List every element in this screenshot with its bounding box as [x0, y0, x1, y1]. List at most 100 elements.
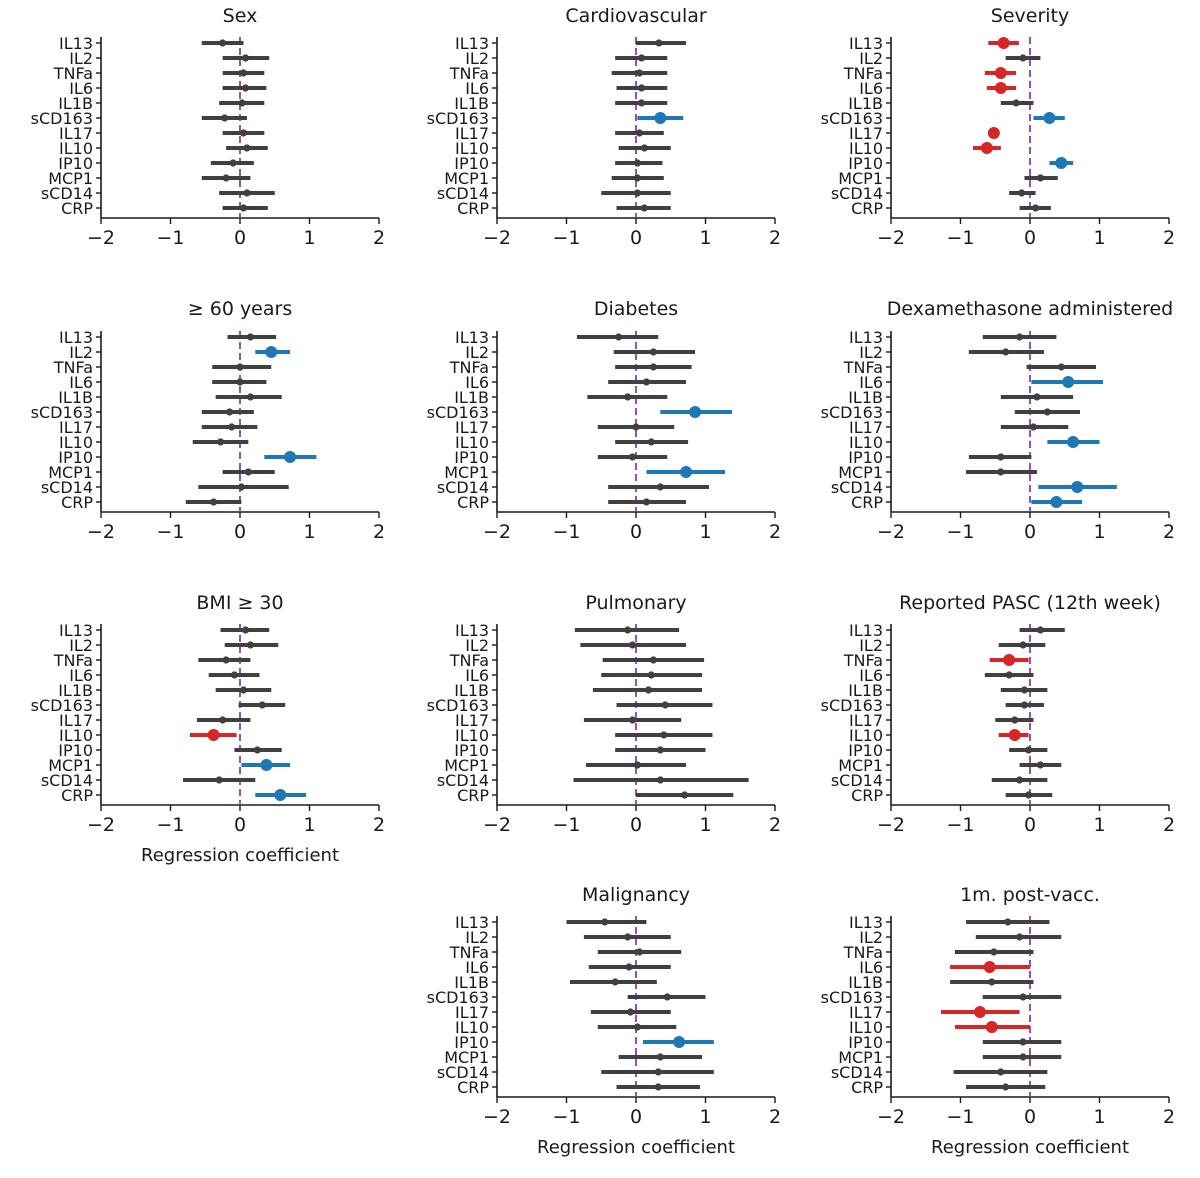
point-estimate-il10 [647, 438, 655, 446]
point-estimate-il1b [1033, 393, 1041, 401]
y-tick-label: IL1B [454, 681, 489, 700]
point-estimate-il2 [241, 54, 250, 62]
y-tick-label: IL2 [859, 343, 883, 362]
point-estimate-il17 [632, 423, 640, 431]
x-tick-label: 2 [373, 814, 385, 836]
y-tick-label: IP10 [848, 741, 883, 760]
point-estimate-ip10 [673, 1036, 686, 1048]
y-tick-label: MCP1 [838, 756, 883, 775]
x-tick-label: −2 [483, 227, 511, 249]
y-tick-label: IL10 [849, 139, 883, 158]
x-tick-label: 0 [1024, 814, 1036, 836]
y-tick-label: IP10 [454, 1033, 489, 1052]
point-estimate-ip10 [1019, 1038, 1027, 1046]
point-estimate-crp [209, 498, 218, 506]
point-estimate-mcp1 [1036, 174, 1045, 182]
x-tick-label: 0 [630, 814, 642, 836]
x-tick-label: 0 [630, 1106, 642, 1128]
point-estimate-il17 [239, 129, 248, 137]
point-estimate-il17 [987, 127, 1000, 139]
x-tick-label: 0 [1024, 227, 1036, 249]
x-tick-label: 0 [630, 227, 642, 249]
y-tick-label: MCP1 [444, 169, 489, 188]
panel-title: ≥ 60 years [188, 298, 292, 320]
y-tick-label: IL2 [69, 343, 93, 362]
point-estimate-scd163 [1019, 993, 1027, 1001]
point-estimate-ip10 [1055, 157, 1068, 169]
panel-title: Reported PASC (12th week) [899, 592, 1161, 614]
y-tick-label: IL13 [455, 34, 489, 53]
x-tick-label: −2 [877, 521, 905, 543]
y-tick-label: CRP [851, 786, 883, 805]
panel-7: BMI ≥ 30 −2 −1 0 1 2 Regression coefficient IL1… [31, 592, 385, 866]
panel-title: 1m. post-vacc. [960, 884, 1100, 906]
y-tick-label: CRP [61, 493, 93, 512]
panel-title: Severity [991, 5, 1069, 27]
y-tick-label: CRP [457, 199, 489, 218]
y-tick-label: CRP [851, 199, 883, 218]
panel-9: Reported PASC (12th week) −2 −1 0 1 2 IL13IL2T… [821, 592, 1175, 836]
x-tick-label: −1 [552, 227, 580, 249]
y-tick-label: IL10 [455, 433, 489, 452]
y-tick-label: TNFa [843, 651, 883, 670]
point-estimate-tnfa [222, 656, 230, 664]
point-estimate-mcp1 [244, 468, 252, 476]
x-tick-label: 1 [699, 521, 711, 543]
point-estimate-tnfa [635, 69, 644, 77]
point-estimate-scd14 [656, 483, 664, 491]
point-estimate-il17 [626, 1008, 635, 1016]
x-tick-label: −2 [877, 1106, 905, 1128]
x-tick-label: 2 [1163, 1106, 1175, 1128]
point-estimate-scd14 [237, 483, 245, 491]
panel-title: Malignancy [582, 884, 690, 906]
y-tick-label: IL13 [849, 913, 883, 932]
point-estimate-tnfa [649, 363, 657, 371]
point-estimate-il1b [238, 99, 246, 107]
y-tick-label: sCD163 [427, 988, 489, 1007]
point-estimate-ip10 [997, 453, 1005, 461]
point-estimate-il2 [246, 641, 255, 649]
y-tick-label: TNFa [53, 358, 93, 377]
point-estimate-il13 [624, 626, 632, 634]
point-estimate-scd163 [661, 701, 669, 709]
point-estimate-scd14 [633, 189, 641, 197]
y-tick-label: sCD14 [831, 184, 883, 203]
y-tick-label: IL13 [849, 34, 883, 53]
y-tick-label: TNFa [53, 651, 93, 670]
point-estimate-crp [1050, 496, 1063, 508]
y-tick-label: MCP1 [838, 463, 883, 482]
point-estimate-il2 [1019, 641, 1027, 649]
point-estimate-il6 [1005, 671, 1013, 679]
panel-3: Severity−2 −1 0 1 2IL13IL2TNFaIL6IL1BsCD163I… [821, 5, 1175, 249]
point-estimate-il2 [265, 346, 278, 358]
point-estimate-mcp1 [260, 759, 273, 771]
point-estimate-il10 [216, 438, 225, 446]
x-tick-label: −1 [156, 227, 184, 249]
point-estimate-mcp1 [633, 761, 641, 769]
y-tick-label: IL1B [848, 388, 883, 407]
point-estimate-il13 [1036, 626, 1045, 634]
panel-title: Cardiovascular [565, 5, 707, 27]
y-tick-label: IL6 [465, 958, 489, 977]
point-estimate-mcp1 [1019, 1053, 1027, 1061]
y-tick-label: IL1B [848, 94, 883, 113]
y-tick-label: IL17 [455, 711, 489, 730]
x-tick-label: −1 [946, 1106, 974, 1128]
point-estimate-scd14 [1015, 776, 1024, 784]
x-tick-label: 0 [630, 521, 642, 543]
point-estimate-il2 [624, 933, 632, 941]
y-tick-label: TNFa [843, 943, 883, 962]
x-tick-label: 1 [699, 1106, 711, 1128]
y-tick-label: CRP [61, 199, 93, 218]
x-tick-label: 2 [769, 227, 781, 249]
point-estimate-mcp1 [997, 468, 1005, 476]
y-tick-label: IL17 [455, 124, 489, 143]
x-tick-label: 1 [699, 814, 711, 836]
y-tick-label: MCP1 [444, 463, 489, 482]
y-tick-label: sCD14 [831, 478, 883, 497]
y-tick-label: IL10 [59, 139, 93, 158]
y-tick-label: IP10 [848, 154, 883, 173]
point-estimate-il13 [601, 918, 609, 926]
point-estimate-scd163 [258, 701, 266, 709]
point-estimate-il6 [637, 84, 646, 92]
